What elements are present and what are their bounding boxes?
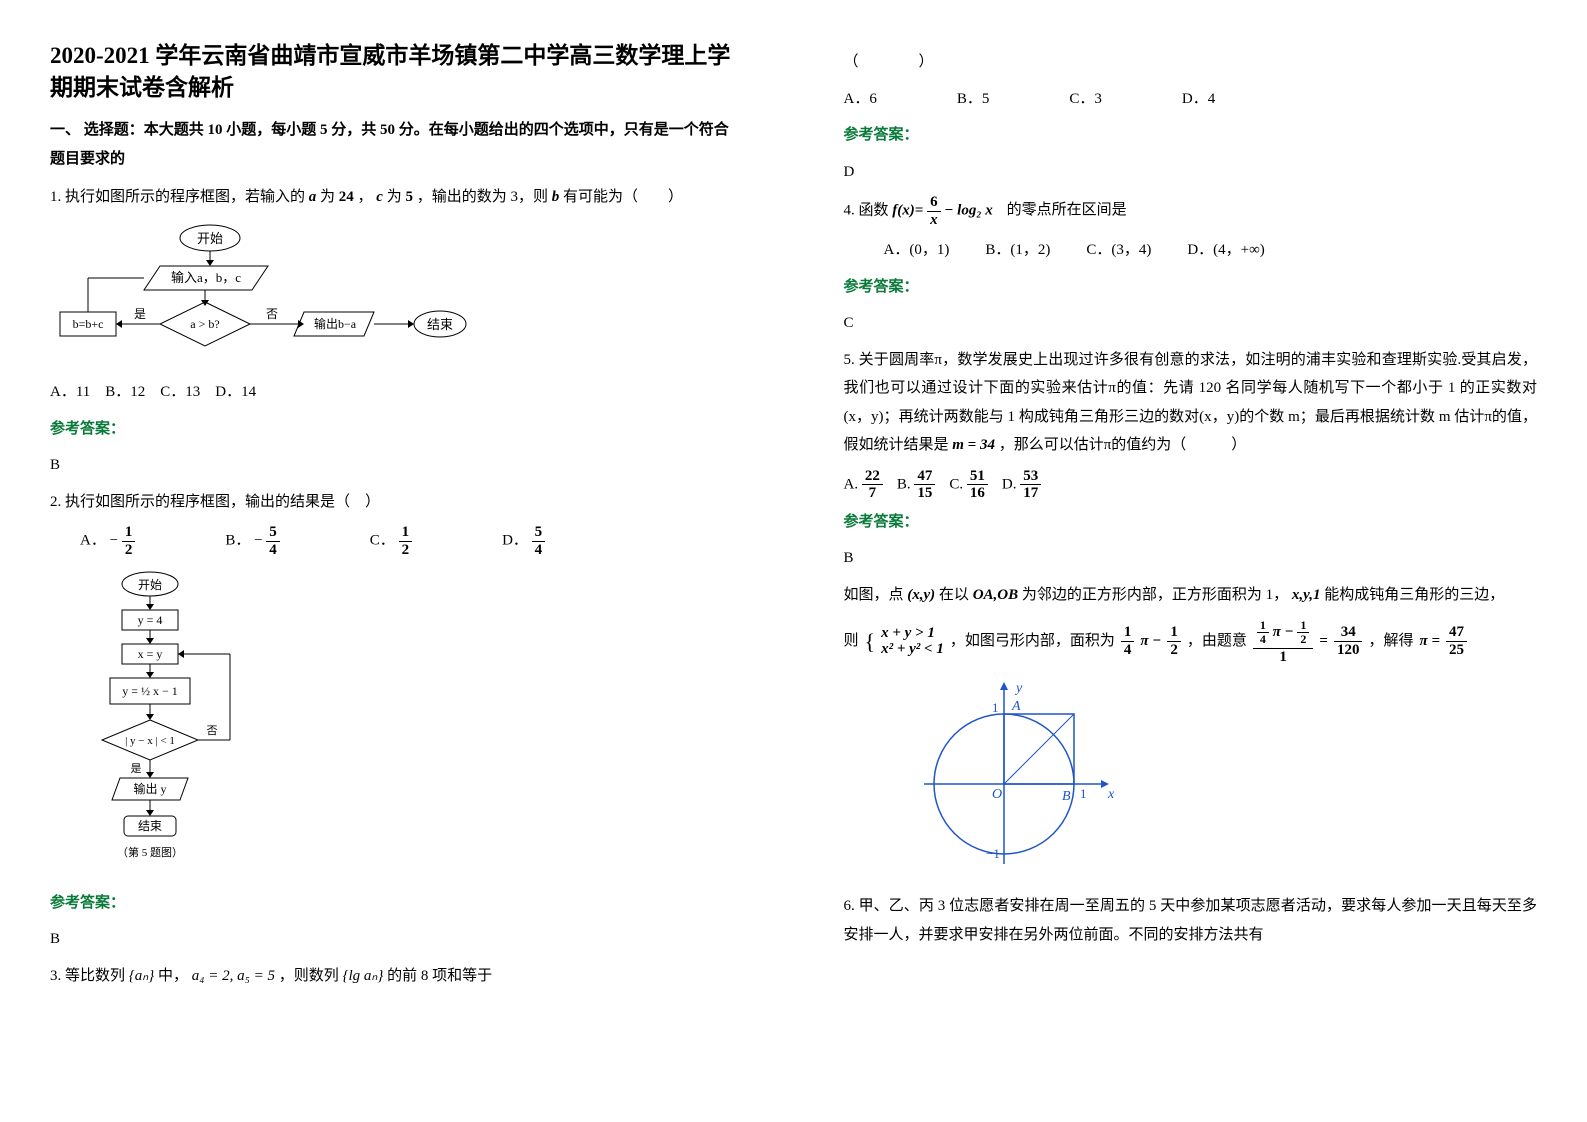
svg-text:x = y: x = y [138,647,163,661]
q3-optB: B．5 [957,85,990,114]
q5-text: 5. 关于圆周率π，数学发展史上出现过许多很有创意的求法，如注明的浦丰实验和查理… [844,346,1538,460]
svg-text:x: x [1107,787,1115,802]
q2-optB: B． − 54 [225,524,279,558]
q6-text: 6. 甲、乙、丙 3 位志愿者安排在周一至周五的 5 天中参加某项志愿者活动，要… [844,892,1538,949]
q1-answer: B [50,451,744,480]
q1-val-c: 5 [405,189,413,205]
svg-text:（第 5 题图）: （第 5 题图） [117,845,183,859]
q2-optD: D． 54 [502,524,545,558]
q1-var-c: c [376,189,383,205]
q1-f: 有可能为（ ） [563,189,683,205]
q2-opts: A． − 12 B． − 54 C． 12 D． 54 [80,524,744,558]
q1-var-b: b [552,189,560,205]
svg-text:O: O [992,787,1002,802]
exam-title: 2020-2021 学年云南省曲靖市宣威市羊场镇第二中学高三数学理上学期期末试卷… [50,40,744,104]
svg-text:否: 否 [207,725,218,737]
svg-text:1: 1 [1080,786,1087,801]
q5-optD: D. 5317 [1002,468,1041,502]
svg-text:y = ½ x − 1: y = ½ x − 1 [122,684,178,698]
q3-optD: D．4 [1182,85,1215,114]
q1-e: ，输出的数为 3，则 [417,189,548,205]
q4-optC: C．(3，4) [1086,236,1151,265]
q5-figure: y x O A B 1 1 −1 [904,674,1538,885]
q5-answer-head: 参考答案： [844,508,1538,537]
q2-optC: C． 12 [370,524,412,558]
svg-text:−1: −1 [986,846,1000,861]
svg-text:y = 4: y = 4 [138,613,163,627]
svg-text:1: 1 [992,700,999,715]
svg-text:B: B [1062,789,1071,804]
svg-text:b=b+c: b=b+c [73,317,104,331]
q3-answer: D [844,158,1538,187]
q1-opts: A．11 B．12 C．13 D．14 [50,378,744,407]
section-1-head: 一、 选择题：本大题共 10 小题，每小题 5 分，共 50 分。在每小题给出的… [50,116,744,173]
svg-text:是: 是 [134,307,146,321]
q1-c: ， [358,189,373,205]
q1-flowchart: 开始 输入a，b，c a > b? 是 b=b+c [50,220,744,371]
svg-text:开始: 开始 [197,231,223,246]
svg-text:输入a，b，c: 输入a，b，c [171,270,241,285]
q2-answer-head: 参考答案： [50,889,744,918]
left-column: 2020-2021 学年云南省曲靖市宣威市羊场镇第二中学高三数学理上学期期末试卷… [0,0,794,1122]
q1-text: 1. 执行如图所示的程序框图，若输入的 a 为 24 ， c 为 5 ，输出的数… [50,183,744,212]
q2-text: 2. 执行如图所示的程序框图，输出的结果是（ ） [50,488,744,517]
right-column: （ ） A．6 B．5 C．3 D．4 参考答案： D 4. 函数 f(x)= … [794,0,1587,1122]
q2-answer: B [50,925,744,954]
q5-optA: A. 227 [844,468,883,502]
svg-text:y: y [1014,681,1023,696]
svg-text:结束: 结束 [427,317,453,332]
q3-optA: A．6 [844,85,877,114]
svg-text:a > b?: a > b? [190,317,219,331]
q4-answer: C [844,309,1538,338]
q4-answer-head: 参考答案： [844,273,1538,302]
q4-optD: D．(4，+∞) [1187,236,1264,265]
q4-opts: A．(0，1) B．(1，2) C．(3，4) D．(4，+∞) [884,236,1538,265]
q1-d: 为 [387,189,402,205]
q5-solution-2: 则 { x + y > 1 x² + y² < 1 ，如图弓形内部，面积为 14… [844,617,1538,666]
svg-text:输出 y: 输出 y [133,781,166,796]
svg-text:A: A [1011,699,1021,714]
q4-text: 4. 函数 f(x)= 6x − log₂ x 的零点所在区间是 [844,194,1538,228]
q5-solution-1: 如图，点 (x,y) 在以 OA,OB 为邻边的正方形内部，正方形面积为 1， … [844,581,1538,610]
q5-opts: A. 227 B. 4715 C. 5116 D. 5317 [844,468,1538,502]
svg-text:输出b−a: 输出b−a [314,316,357,331]
q5-answer: B [844,544,1538,573]
q3-text: 3. 等比数列 {aₙ} 中， a₄ = 2, a₅ = 5 ，则数列 {lg … [50,962,744,991]
q4-optA: A．(0，1) [884,236,950,265]
q1-a: 1. 执行如图所示的程序框图，若输入的 [50,189,305,205]
q3-opts: A．6 B．5 C．3 D．4 [844,85,1538,114]
svg-text:| y − x | < 1: | y − x | < 1 [125,735,175,747]
svg-text:否: 否 [266,307,278,321]
svg-text:结束: 结束 [138,819,162,833]
q5-optC: C. 5116 [949,468,988,502]
q1-b: 为 [320,189,335,205]
svg-text:是: 是 [131,762,142,775]
q3-blank: （ ） [844,48,1538,77]
q2-optA: A． − 12 [80,524,135,558]
q3-optC: C．3 [1069,85,1102,114]
svg-text:开始: 开始 [138,578,162,592]
q1-var-a: a [309,189,317,205]
q3-answer-head: 参考答案： [844,121,1538,150]
q2-flowchart: 开始 y = 4 x = y y = ½ x − 1 | y − x | < 1… [80,570,744,881]
q1-answer-head: 参考答案： [50,415,744,444]
q1-val-a: 24 [339,189,354,205]
q5-optB: B. 4715 [897,468,936,502]
q4-optB: B．(1，2) [985,236,1050,265]
